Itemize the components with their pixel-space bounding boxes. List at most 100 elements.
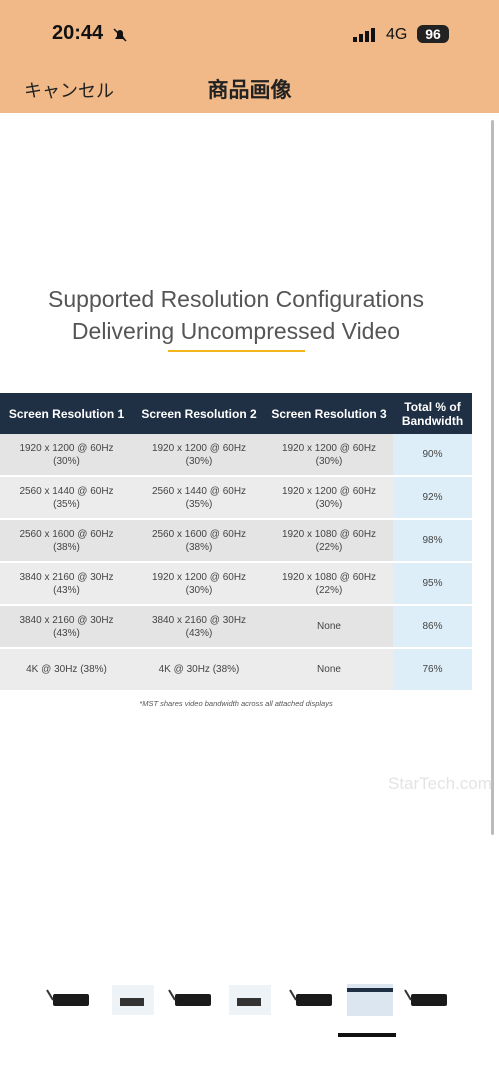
- footnote: *MST shares video bandwidth across all a…: [139, 699, 333, 708]
- table-cell: 3840 x 2160 @ 30Hz (43%): [0, 562, 133, 606]
- cell-line: (35%): [185, 498, 213, 510]
- mute-icon: [113, 28, 127, 42]
- table-row: 1920 x 1200 @ 60Hz (30%) 1920 x 1200 @ 60H…: [0, 434, 472, 477]
- table-cell: None: [265, 605, 393, 649]
- table-cell: 1920 x 1080 @ 60Hz (22%): [265, 562, 393, 606]
- table-cell: 4K @ 30Hz (38%): [0, 648, 133, 692]
- header-row: Screen Resolution 1 Screen Resolution 2 Sc…: [0, 393, 472, 434]
- table-row: 3840 x 2160 @ 30Hz (43%) 3840 x 2160 @ 30H…: [0, 605, 472, 649]
- thumbnail[interactable]: [45, 980, 95, 1025]
- table-cell: 3840 x 2160 @ 30Hz (43%): [0, 605, 133, 649]
- cell-line: 3840 x 2160 @ 30Hz: [19, 571, 114, 583]
- cell-line: 4K @ 30Hz (38%): [158, 664, 240, 675]
- table-cell: 86%: [393, 605, 472, 649]
- table-cell: 1920 x 1200 @ 60Hz (30%): [133, 434, 265, 477]
- cell-line: (22%): [315, 584, 343, 596]
- table-cell: 1920 x 1200 @ 60Hz (30%): [0, 434, 133, 477]
- cell-line: (43%): [53, 627, 80, 639]
- cell-line: (43%): [185, 627, 213, 639]
- thumbnail[interactable]: [403, 980, 453, 1025]
- table-cell: 2560 x 1600 @ 60Hz (38%): [133, 519, 265, 563]
- cell-line: 2560 x 1440 @ 60Hz: [151, 485, 247, 497]
- cell-line: 2560 x 1440 @ 60Hz: [19, 485, 114, 497]
- cell-line: (38%): [53, 541, 80, 553]
- table-cell: 1920 x 1200 @ 60Hz (30%): [265, 476, 393, 520]
- table-row: 2560 x 1440 @ 60Hz (35%) 2560 x 1440 @ 60H…: [0, 476, 472, 520]
- cell-line: (30%): [53, 455, 80, 467]
- table: Screen Resolution 1 Screen Resolution 2 Sc…: [0, 393, 472, 692]
- cell-line: (35%): [53, 498, 80, 510]
- cell-line: (30%): [185, 455, 213, 467]
- selected-indicator: [338, 1033, 396, 1037]
- table-cell: 1920 x 1080 @ 60Hz (22%): [265, 519, 393, 563]
- scrollbar: [491, 120, 494, 835]
- cell-line: (30%): [315, 455, 343, 467]
- thumbnail-image: [404, 989, 447, 1006]
- cell-line: 2560 x 1600 @ 60Hz: [19, 528, 114, 540]
- signal-icon: [353, 28, 375, 42]
- thumbnail[interactable]: [225, 980, 275, 1025]
- table-cell: 92%: [393, 476, 472, 520]
- cell-line: (30%): [185, 584, 213, 596]
- table-cell: 98%: [393, 519, 472, 563]
- network: 4G: [386, 26, 408, 43]
- thumbnail[interactable]: [167, 980, 217, 1025]
- thumbnail[interactable]: [108, 980, 158, 1025]
- cell-line: 1920 x 1200 @ 60Hz: [19, 442, 114, 454]
- table-row: 4K @ 30Hz (38%) 4K @ 30Hz (38%) None 76%: [0, 648, 472, 692]
- cell-line: 90%: [422, 449, 443, 460]
- column-header: Total % of Bandwidth: [393, 393, 472, 434]
- cell-line: (43%): [53, 584, 80, 596]
- header-bar: 20:44 4G 96 キャンセル 商品画像: [0, 0, 499, 113]
- table-cell: 2560 x 1440 @ 60Hz (35%): [0, 476, 133, 520]
- cell-line: (22%): [315, 541, 343, 553]
- cell-line: 1920 x 1200 @ 60Hz: [281, 485, 377, 497]
- thumbnail-image: [112, 985, 154, 1015]
- cell-line: 1920 x 1080 @ 60Hz: [281, 528, 377, 540]
- cell-line: 98%: [422, 535, 443, 546]
- image-title: Supported Resolution Configurations: [48, 286, 424, 312]
- table-cell: 90%: [393, 434, 472, 477]
- column-header: Screen Resolution 2: [133, 393, 265, 434]
- thumbnail-image: [46, 989, 89, 1006]
- watermark: StarTech.com: [388, 774, 492, 793]
- table-cell: 2560 x 1600 @ 60Hz (38%): [0, 519, 133, 563]
- image-title: Delivering Uncompressed Video: [71, 318, 401, 344]
- nav-title: 商品画像: [207, 79, 292, 102]
- cell-line: 4K @ 30Hz (38%): [26, 664, 107, 675]
- table-row: 3840 x 2160 @ 30Hz (43%) 1920 x 1200 @ 60H…: [0, 562, 472, 606]
- cell-line: (38%): [185, 541, 213, 553]
- cell-line: 95%: [422, 578, 443, 589]
- thumbnail-image: [289, 989, 332, 1006]
- cell-line: None: [317, 621, 341, 632]
- table-row: 2560 x 1600 @ 60Hz (38%) 2560 x 1600 @ 60H…: [0, 519, 472, 563]
- table-cell: 95%: [393, 562, 472, 606]
- thumbnail[interactable]: [288, 980, 338, 1025]
- table-cell: 1920 x 1200 @ 60Hz (30%): [265, 434, 393, 477]
- table-cell: 76%: [393, 648, 472, 692]
- cell-line: 86%: [422, 621, 443, 632]
- table-cell: 3840 x 2160 @ 30Hz (43%): [133, 605, 265, 649]
- cell-line: 1920 x 1080 @ 60Hz: [281, 571, 377, 583]
- cell-line: 1920 x 1200 @ 60Hz: [281, 442, 377, 454]
- title-underline: [168, 350, 305, 352]
- cell-line: 3840 x 2160 @ 30Hz: [19, 614, 114, 626]
- table-cell: None: [265, 648, 393, 692]
- table-cell: 4K @ 30Hz (38%): [133, 648, 265, 692]
- thumbnail[interactable]: [345, 980, 395, 1025]
- thumbnail-image: [347, 984, 393, 1016]
- column-header: Screen Resolution 3: [265, 393, 393, 434]
- cell-line: 3840 x 2160 @ 30Hz: [151, 614, 247, 626]
- column-header: Screen Resolution 1: [0, 393, 133, 434]
- cancel-button[interactable]: キャンセル: [24, 81, 114, 101]
- cell-line: 92%: [422, 492, 443, 503]
- thumbnail-image: [229, 985, 271, 1015]
- cell-line: None: [317, 664, 341, 675]
- cell-line: 2560 x 1600 @ 60Hz: [151, 528, 247, 540]
- thumbnail-image: [168, 989, 211, 1006]
- battery: 96: [417, 25, 449, 43]
- table-cell: 1920 x 1200 @ 60Hz (30%): [133, 562, 265, 606]
- status-time: 20:44: [52, 22, 104, 44]
- cell-line: 76%: [422, 664, 443, 675]
